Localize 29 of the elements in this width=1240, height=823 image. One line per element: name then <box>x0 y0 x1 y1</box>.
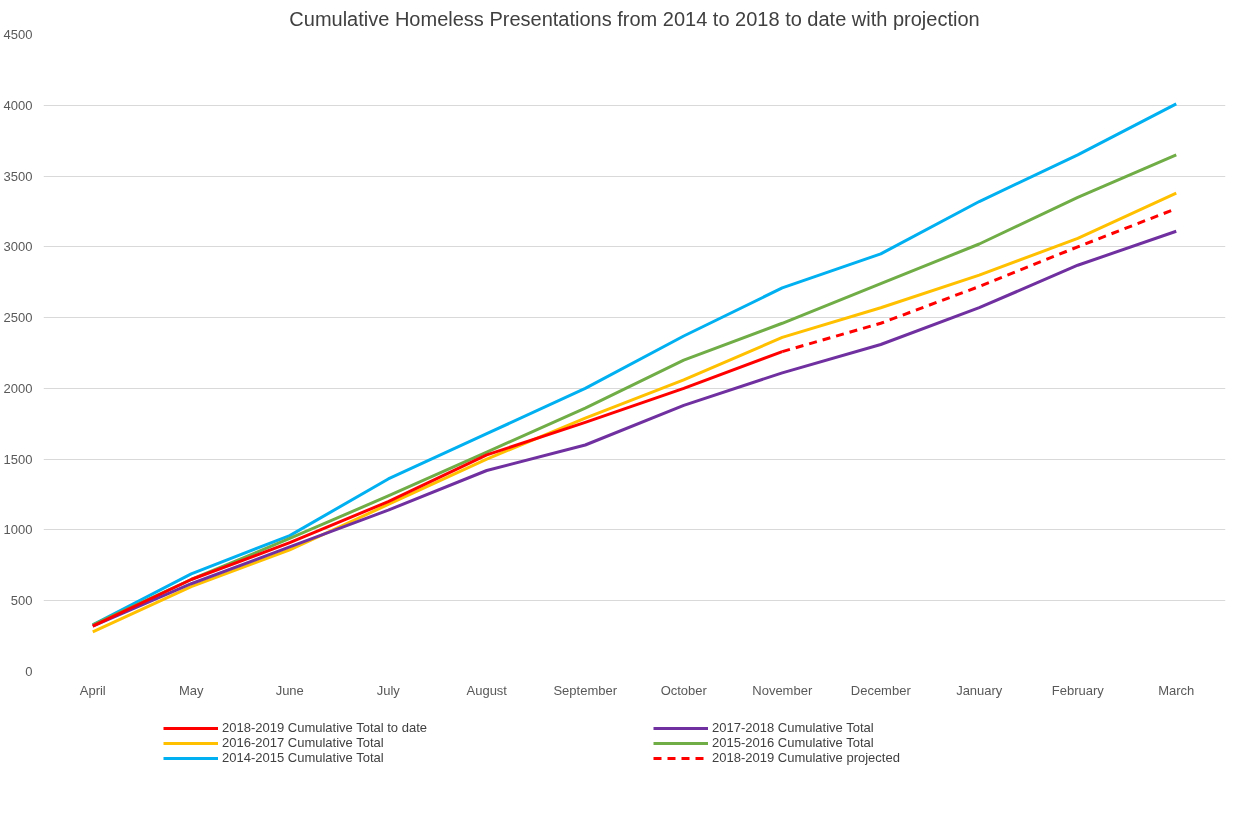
legend-label: 2014-2015 Cumulative Total <box>222 750 384 765</box>
x-tick-label: September <box>553 682 618 698</box>
legend-label: 2015-2016 Cumulative Total <box>712 735 874 750</box>
y-tick-label: 1500 <box>3 451 33 467</box>
y-tick-label: 1000 <box>3 522 33 538</box>
x-tick-label: August <box>466 682 508 698</box>
legend-label: 2016-2017 Cumulative Total <box>222 735 384 750</box>
y-tick-label: 2500 <box>3 310 33 326</box>
y-tick-label: 3500 <box>3 168 33 184</box>
x-tick-label: November <box>752 682 813 698</box>
x-tick-label: July <box>376 682 401 698</box>
x-tick-label: December <box>850 682 912 698</box>
x-tick-label: February <box>1051 682 1105 698</box>
legend-label: 2018-2019 Cumulative projected <box>712 750 900 765</box>
x-tick-label: March <box>1158 682 1195 698</box>
y-tick-label: 500 <box>10 593 33 609</box>
y-tick-label: 0 <box>25 664 33 679</box>
x-tick-label: May <box>178 682 205 698</box>
x-tick-label: January <box>956 682 1003 698</box>
y-tick-label: 2000 <box>3 380 33 396</box>
legend-label: 2018-2019 Cumulative Total to date <box>222 720 428 735</box>
y-tick-label: 4000 <box>3 97 33 113</box>
x-tick-label: April <box>79 682 106 698</box>
y-tick-label: 3000 <box>3 239 33 255</box>
chart-title: Cumulative Homeless Presentations from 2014 to 2018 to date with projection <box>289 7 980 30</box>
y-tick-label: 4500 <box>3 27 33 42</box>
legend-label: 2017-2018 Cumulative Total <box>712 720 874 735</box>
x-tick-label: October <box>660 682 708 698</box>
x-tick-label: June <box>275 682 304 698</box>
